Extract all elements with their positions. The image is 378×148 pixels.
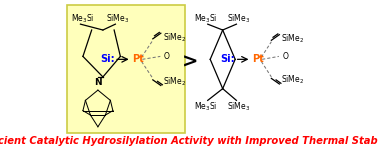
Text: SiMe$_3$: SiMe$_3$ (227, 12, 251, 25)
Text: SiMe$_2$: SiMe$_2$ (163, 31, 186, 44)
Text: >: > (182, 53, 198, 72)
Text: SiMe$_2$: SiMe$_2$ (281, 33, 305, 45)
Text: SiMe$_2$: SiMe$_2$ (163, 75, 186, 88)
Text: Si:: Si: (220, 54, 235, 64)
Text: Efficient Catalytic Hydrosilylation Activity with Improved Thermal Stability: Efficient Catalytic Hydrosilylation Acti… (0, 136, 378, 146)
Text: SiMe$_3$: SiMe$_3$ (227, 100, 251, 112)
Bar (67, 5, 185, 133)
Text: Me$_3$Si: Me$_3$Si (71, 12, 94, 25)
Text: SiMe$_3$: SiMe$_3$ (106, 12, 130, 25)
Text: Si:: Si: (101, 54, 115, 64)
Text: Pt: Pt (252, 54, 263, 64)
Text: Me$_3$Si: Me$_3$Si (194, 100, 217, 112)
Text: Me$_3$Si: Me$_3$Si (194, 12, 217, 25)
Text: Pt: Pt (132, 54, 144, 64)
Text: O: O (282, 52, 288, 61)
Text: SiMe$_2$: SiMe$_2$ (281, 74, 305, 86)
Text: O: O (164, 52, 169, 61)
Text: N: N (94, 78, 102, 87)
